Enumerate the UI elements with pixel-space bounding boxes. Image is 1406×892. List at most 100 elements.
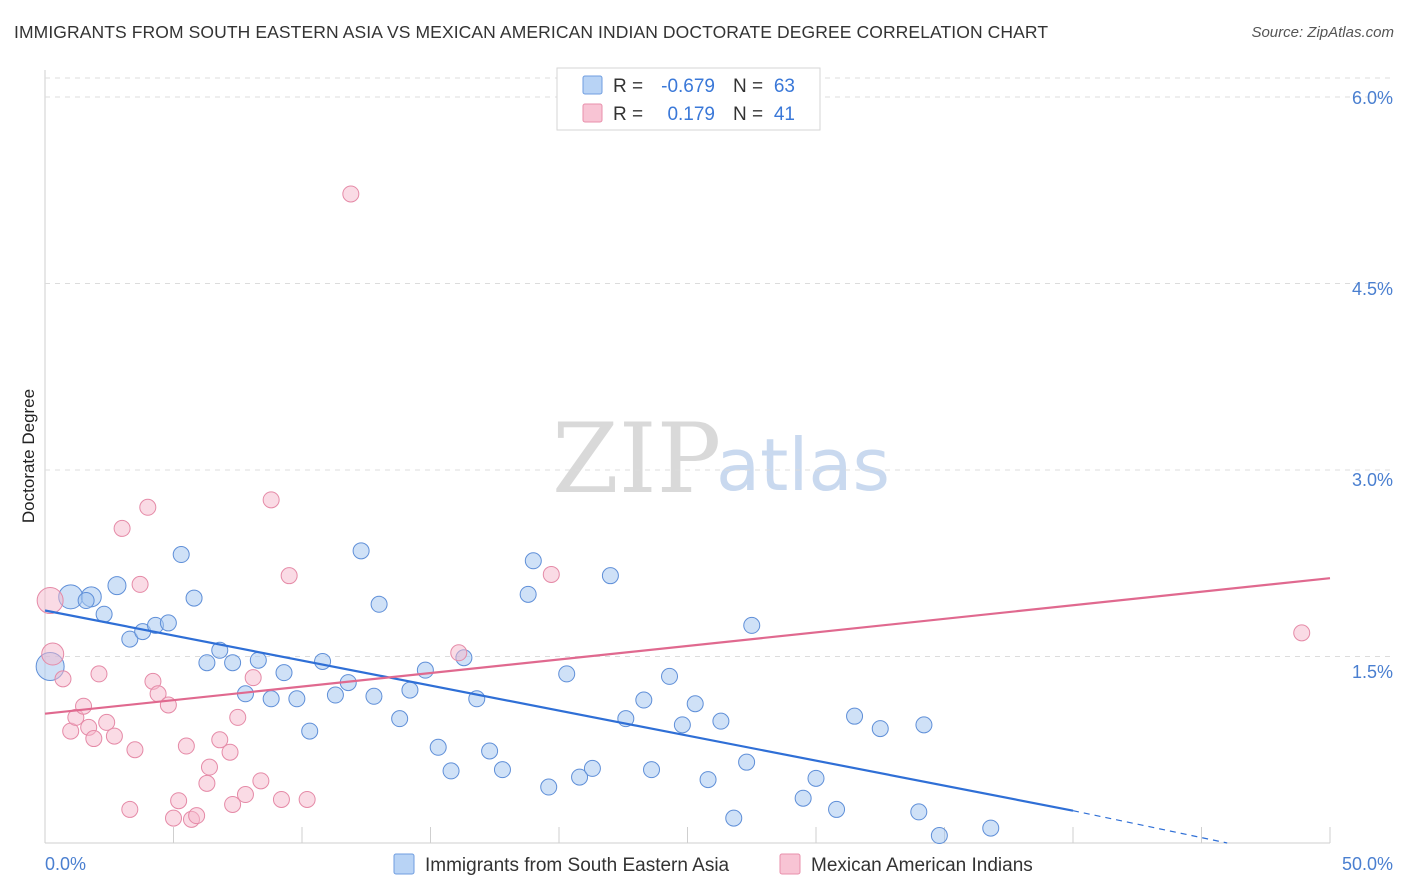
point-mexican-5	[75, 697, 93, 715]
point-mexican-29	[236, 786, 254, 804]
gridlines	[45, 77, 1393, 657]
point-immigrants-37	[540, 778, 558, 796]
point-immigrants-58	[910, 803, 928, 821]
point-mexican-32	[262, 491, 280, 509]
point-immigrants-24	[365, 687, 383, 705]
point-immigrants-46	[673, 716, 691, 734]
point-immigrants-25	[370, 595, 388, 613]
point-mexican-25	[200, 758, 218, 776]
x-tick-label-1: 50.0%	[1342, 854, 1393, 874]
point-immigrants-52	[743, 616, 761, 634]
point-mexican-14	[131, 575, 149, 593]
point-mexican-15	[139, 498, 157, 516]
point-mexican-30	[244, 669, 262, 687]
watermark-atlas: atlas	[716, 423, 890, 507]
point-mexican-11	[113, 519, 131, 537]
point-immigrants-35	[519, 585, 537, 603]
point-immigrants-11	[198, 654, 216, 672]
chart-title: IMMIGRANTS FROM SOUTH EASTERN ASIA VS ME…	[14, 22, 1049, 42]
point-mexican-34	[280, 567, 298, 585]
point-immigrants-15	[249, 651, 267, 669]
point-immigrants-4	[107, 576, 127, 596]
point-mexican-12	[121, 800, 139, 818]
watermark: ZIP atlas	[552, 403, 890, 515]
x-tick-marks	[173, 827, 1331, 843]
point-immigrants-10	[185, 589, 203, 607]
point-immigrants-53	[794, 789, 812, 807]
point-mexican-38	[450, 644, 468, 662]
point-mexican-8	[90, 665, 108, 683]
point-mexican-37	[342, 185, 360, 203]
watermark-zip: ZIP	[552, 403, 721, 515]
point-mexican-40	[1293, 624, 1311, 642]
point-mexican-28	[229, 708, 247, 726]
point-immigrants-33	[481, 742, 499, 760]
point-immigrants-59	[915, 716, 933, 734]
point-mexican-31	[252, 772, 270, 790]
point-mexican-39	[542, 565, 560, 583]
point-immigrants-28	[416, 661, 434, 679]
source-label: Source: ZipAtlas.com	[1251, 24, 1394, 41]
point-immigrants-51	[738, 753, 756, 771]
point-immigrants-62	[77, 592, 95, 610]
point-immigrants-26	[391, 710, 409, 728]
point-immigrants-50	[725, 809, 743, 827]
point-immigrants-16	[262, 690, 280, 708]
point-mexican-2	[54, 670, 72, 688]
trendline-immigrants-extension	[1072, 810, 1228, 844]
point-immigrants-55	[828, 800, 846, 818]
correlation-legend: R = -0.679 N = 63 R = 0.179 N = 41	[556, 67, 821, 131]
point-immigrants-17	[275, 664, 293, 682]
point-immigrants-45	[661, 667, 679, 685]
trendlines	[44, 577, 1331, 844]
point-mexican-27	[221, 743, 239, 761]
y-tick-label-3: 3.0%	[1352, 470, 1393, 490]
point-immigrants-40	[583, 759, 601, 777]
point-immigrants-44	[643, 761, 661, 779]
y-axis-label: Doctorate Degree	[19, 389, 38, 523]
point-immigrants-39	[571, 768, 589, 786]
bottom-legend-label-1: Immigrants from South Eastern Asia	[425, 855, 730, 876]
point-mexican-21	[177, 737, 195, 755]
point-mexican-19	[165, 809, 182, 827]
point-immigrants-49	[712, 712, 730, 730]
x-tick-label-0: 0.0%	[45, 854, 86, 874]
series-mexican-points	[36, 185, 1311, 828]
legend-swatch-blue	[582, 75, 603, 95]
legend-n-value-1: 63	[774, 76, 795, 97]
point-immigrants-41	[601, 567, 619, 585]
point-immigrants-43	[635, 691, 653, 709]
trendline-immigrants	[44, 609, 1074, 812]
point-immigrants-9	[172, 546, 190, 564]
point-immigrants-18	[288, 690, 306, 708]
bottom-legend-swatch-blue	[393, 853, 415, 875]
legend-n-label-2: N =	[733, 104, 763, 125]
point-mexican-23	[188, 807, 206, 825]
point-immigrants-30	[442, 762, 460, 780]
point-immigrants-21	[326, 686, 344, 704]
point-immigrants-56	[846, 707, 864, 725]
legend-n-value-2: 41	[774, 104, 795, 125]
point-mexican-36	[298, 790, 316, 808]
bottom-legend-label-2: Mexican American Indians	[811, 855, 1033, 876]
point-immigrants-47	[686, 695, 704, 713]
point-immigrants-60	[930, 827, 948, 845]
y-tick-label-4-5: 4.5%	[1352, 279, 1393, 299]
point-immigrants-23	[352, 542, 370, 560]
point-immigrants-54	[807, 769, 825, 787]
point-immigrants-38	[558, 665, 576, 683]
point-immigrants-20	[314, 652, 332, 670]
point-mexican-24	[198, 774, 216, 792]
point-mexican-35	[224, 795, 242, 813]
point-immigrants-36	[524, 552, 542, 570]
point-mexican-20	[170, 792, 188, 810]
point-immigrants-61	[982, 819, 1000, 837]
point-mexican-26	[211, 731, 229, 749]
point-immigrants-8	[159, 614, 177, 632]
bottom-legend-swatch-pink	[779, 853, 801, 875]
y-tick-label-1-5: 1.5%	[1352, 662, 1393, 682]
point-immigrants-27	[401, 681, 419, 699]
point-immigrants-57	[871, 720, 889, 738]
point-immigrants-13	[224, 654, 242, 672]
